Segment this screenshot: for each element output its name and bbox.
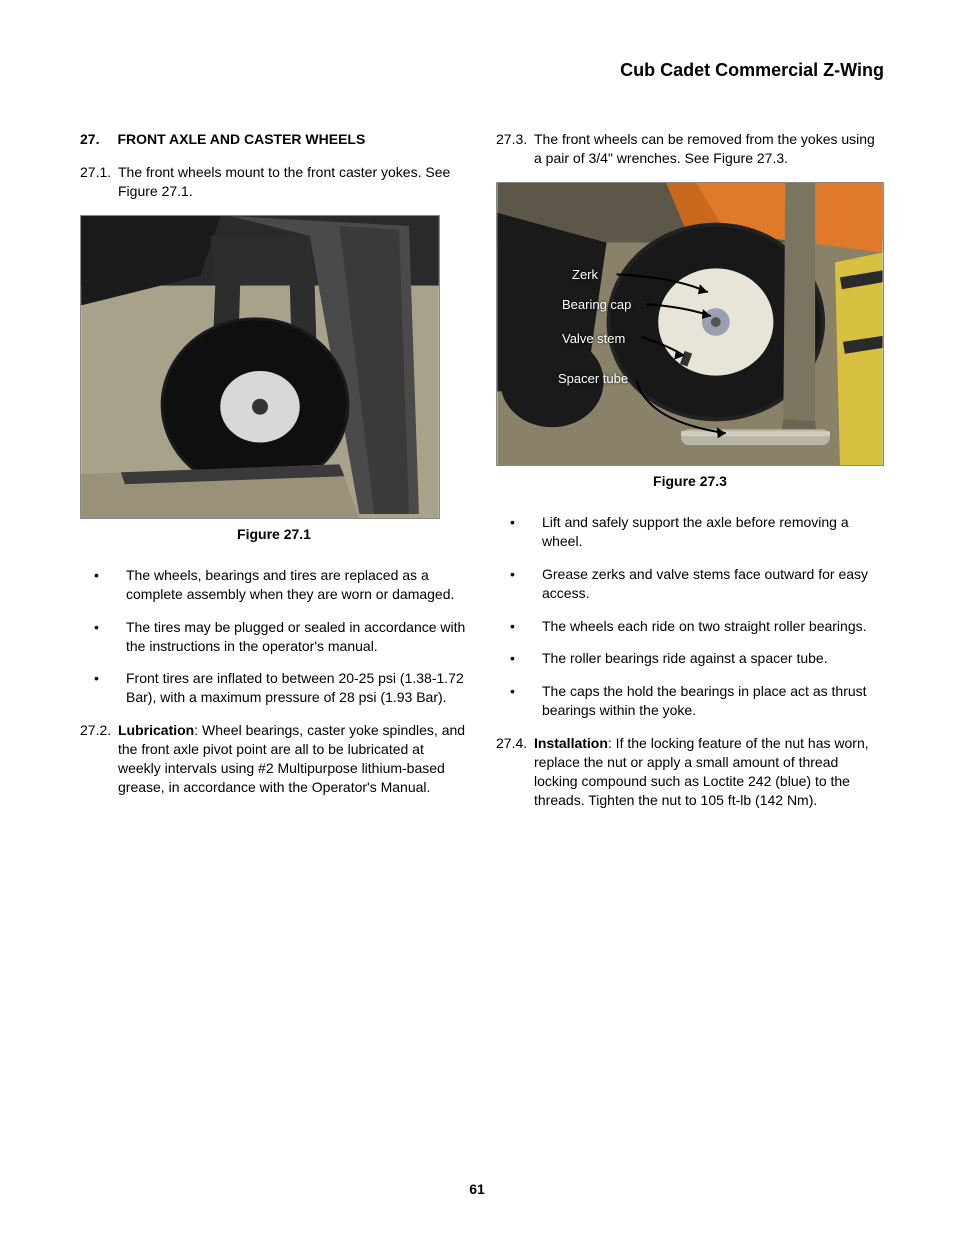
page-number: 61	[0, 1180, 954, 1199]
section-title-text: FRONT AXLE AND CASTER WHEELS	[117, 130, 365, 149]
list-item: • The wheels each ride on two straight r…	[496, 617, 884, 636]
installation-label: Installation	[534, 735, 608, 751]
item-27-1-text: The front wheels mount to the front cast…	[118, 163, 468, 201]
item-27-3: 27.3. The front wheels can be removed fr…	[496, 130, 884, 168]
page-content: Cub Cadet Commercial Z-Wing 27. FRONT AX…	[0, 0, 954, 864]
bullet-icon: •	[80, 669, 126, 707]
right-column: 27.3. The front wheels can be removed fr…	[496, 130, 884, 823]
item-27-4: 27.4. Installation: If the locking featu…	[496, 734, 884, 810]
list-item-text: Grease zerks and valve stems face outwar…	[542, 565, 884, 603]
bullet-icon: •	[496, 513, 542, 551]
list-item: • Front tires are inflated to between 20…	[80, 669, 468, 707]
figure-27-3-image	[496, 182, 884, 466]
item-27-1-number: 27.1.	[80, 163, 118, 201]
item-27-2-number: 27.2.	[80, 721, 118, 797]
figure-27-1-caption: Figure 27.1	[80, 525, 468, 544]
list-item: • The roller bearings ride against a spa…	[496, 649, 884, 668]
bullet-icon: •	[496, 617, 542, 636]
right-bullet-list: • Lift and safely support the axle befor…	[496, 513, 884, 720]
item-27-2: 27.2. Lubrication: Wheel bearings, caste…	[80, 721, 468, 797]
item-27-3-text: The front wheels can be removed from the…	[534, 130, 884, 168]
list-item-text: The caps the hold the bearings in place …	[542, 682, 884, 720]
figure-label-zerk: Zerk	[572, 266, 598, 284]
list-item: • The tires may be plugged or sealed in …	[80, 618, 468, 656]
bullet-icon: •	[80, 618, 126, 656]
figure-label-valve-stem: Valve stem	[562, 330, 625, 348]
figure-27-3: Zerk Bearing cap Valve stem Spacer tube …	[496, 182, 884, 491]
bullet-icon: •	[496, 565, 542, 603]
item-27-3-number: 27.3.	[496, 130, 534, 168]
bullet-icon: •	[496, 649, 542, 668]
figure-27-1: Figure 27.1	[80, 215, 468, 544]
figure-27-3-caption: Figure 27.3	[496, 472, 884, 491]
figure-label-spacer-tube: Spacer tube	[558, 370, 628, 388]
bullet-icon: •	[80, 566, 126, 604]
list-item: • The wheels, bearings and tires are rep…	[80, 566, 468, 604]
list-item-text: The tires may be plugged or sealed in ac…	[126, 618, 468, 656]
section-number: 27.	[80, 130, 99, 149]
two-column-layout: 27. FRONT AXLE AND CASTER WHEELS 27.1. T…	[80, 130, 884, 823]
list-item-text: Lift and safely support the axle before …	[542, 513, 884, 551]
item-27-4-number: 27.4.	[496, 734, 534, 810]
list-item-text: The wheels, bearings and tires are repla…	[126, 566, 468, 604]
list-item: • Grease zerks and valve stems face outw…	[496, 565, 884, 603]
item-27-1: 27.1. The front wheels mount to the fron…	[80, 163, 468, 201]
list-item-text: The wheels each ride on two straight rol…	[542, 617, 884, 636]
bullet-icon: •	[496, 682, 542, 720]
lubrication-label: Lubrication	[118, 722, 194, 738]
list-item: • Lift and safely support the axle befor…	[496, 513, 884, 551]
item-27-4-text: Installation: If the locking feature of …	[534, 734, 884, 810]
list-item-text: Front tires are inflated to between 20-2…	[126, 669, 468, 707]
list-item: • The caps the hold the bearings in plac…	[496, 682, 884, 720]
document-header-title: Cub Cadet Commercial Z-Wing	[80, 58, 884, 82]
figure-label-bearing-cap: Bearing cap	[562, 296, 631, 314]
section-27-heading: 27. FRONT AXLE AND CASTER WHEELS	[80, 130, 468, 149]
figure-27-1-image	[80, 215, 440, 519]
left-column: 27. FRONT AXLE AND CASTER WHEELS 27.1. T…	[80, 130, 468, 823]
left-bullet-list: • The wheels, bearings and tires are rep…	[80, 566, 468, 707]
list-item-text: The roller bearings ride against a space…	[542, 649, 884, 668]
item-27-2-text: Lubrication: Wheel bearings, caster yoke…	[118, 721, 468, 797]
